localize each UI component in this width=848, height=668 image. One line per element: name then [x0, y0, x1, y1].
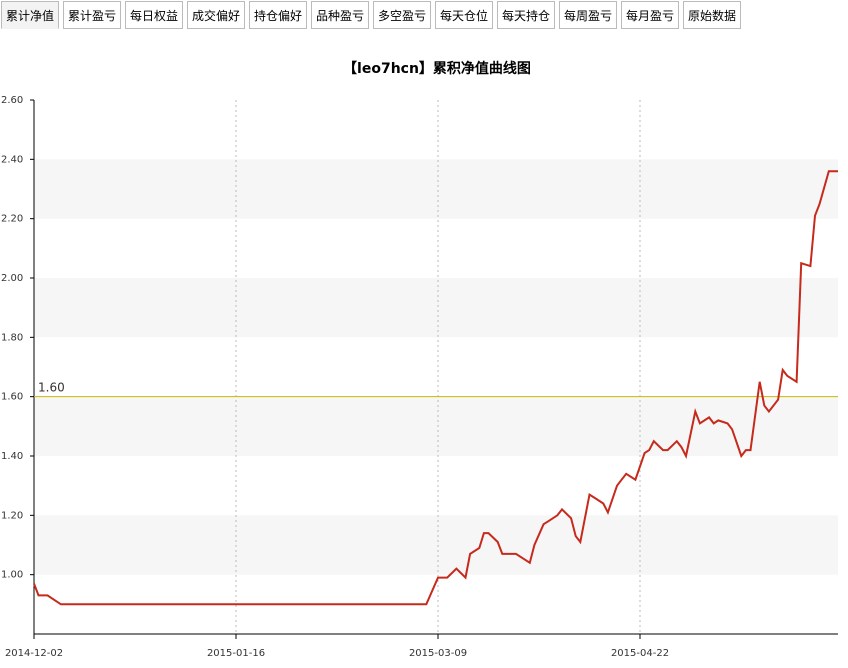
tab[interactable]: 每天持仓 — [497, 1, 555, 29]
y-tick-label: 2.40 — [1, 154, 23, 165]
line — [33, 170, 838, 606]
tab[interactable]: 多空盈亏 — [373, 1, 431, 29]
y-tick-label: 1.40 — [1, 451, 23, 462]
tab[interactable]: 累计盈亏 — [63, 1, 121, 29]
tab[interactable]: 原始数据 — [683, 1, 741, 29]
y-tick-label: 1.20 — [1, 510, 23, 521]
chart: 【leo7hcn】累积净值曲线图 1.00 1.20 1.40 1.60 1.80 2.0… — [1, 60, 838, 659]
tab[interactable]: 累计净值 — [1, 1, 59, 29]
reference-label: 1.60 — [38, 381, 65, 395]
tab[interactable]: 成交偏好 — [187, 1, 245, 29]
y-tick-label: 1.00 — [1, 570, 23, 581]
tab[interactable]: 每周盈亏 — [559, 1, 617, 29]
tab-bar: 累计净值 累计盈亏 每日权益 成交偏好 持仓偏好 品种盈亏 多空盈亏 每天仓位 每天持仓 每周盈亏… — [0, 0, 848, 31]
x-tick-label: 2015-01-16 — [207, 648, 265, 659]
y-tick-label: 2.60 — [1, 95, 23, 106]
tab[interactable]: 品种盈亏 — [311, 1, 369, 29]
x-tick-label: 2014-12-02 — [5, 648, 63, 659]
x-tick-label: 2015-04-22 — [611, 648, 669, 659]
x-tick-label: 2015-03-09 — [409, 648, 467, 659]
tab[interactable]: 每天仓位 — [435, 1, 493, 29]
tab[interactable]: 每月盈亏 — [621, 1, 679, 29]
band — [34, 159, 838, 219]
band — [34, 278, 838, 338]
tab[interactable]: 每日权益 — [125, 1, 183, 29]
chart-title: 【leo7hcn】累积净值曲线图 — [343, 60, 531, 77]
band — [34, 515, 838, 575]
y-tick-label: 2.00 — [1, 273, 23, 284]
y-tick-label: 1.80 — [1, 332, 23, 343]
tab[interactable]: 持仓偏好 — [249, 1, 307, 29]
y-tick-label: 2.20 — [1, 214, 23, 225]
y-tick-label: 1.60 — [1, 392, 23, 403]
band — [34, 396, 838, 456]
